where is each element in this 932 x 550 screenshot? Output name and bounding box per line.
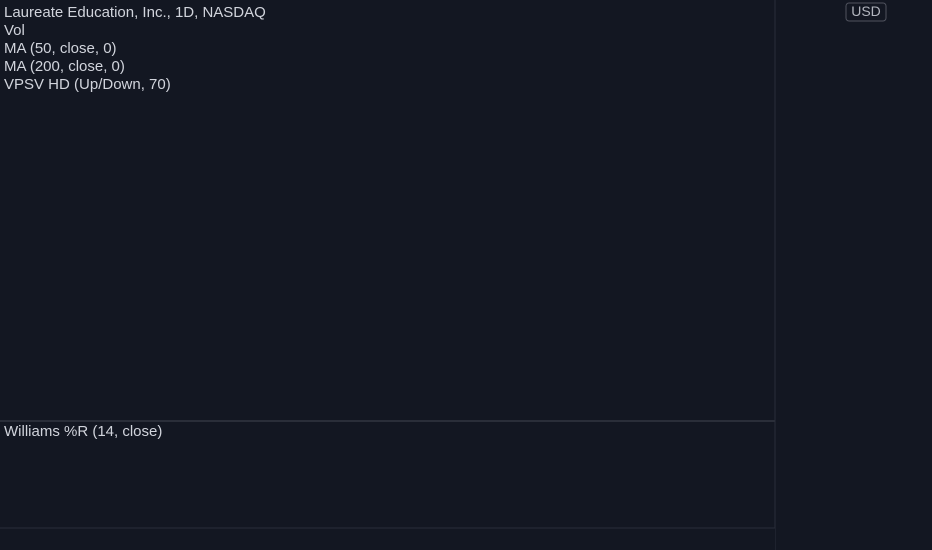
- legend-ma200: MA (200, close, 0): [4, 58, 125, 75]
- currency: USD: [851, 3, 881, 19]
- title: Laureate Education, Inc., 1D, NASDAQ: [4, 4, 266, 21]
- time-axis-bg: [0, 528, 775, 550]
- legend-vpsv: VPSV HD (Up/Down, 70): [4, 76, 171, 93]
- legend-volume: Vol: [4, 22, 25, 39]
- legend: Laureate Education, Inc., 1D, NASDAQ Vol…: [4, 4, 266, 440]
- currency-badge: [845, 2, 887, 22]
- legend-ma50: MA (50, close, 0): [4, 40, 117, 57]
- legend-williams: Williams %R (14, close): [4, 423, 162, 440]
- price-axis-bg: [775, 0, 932, 550]
